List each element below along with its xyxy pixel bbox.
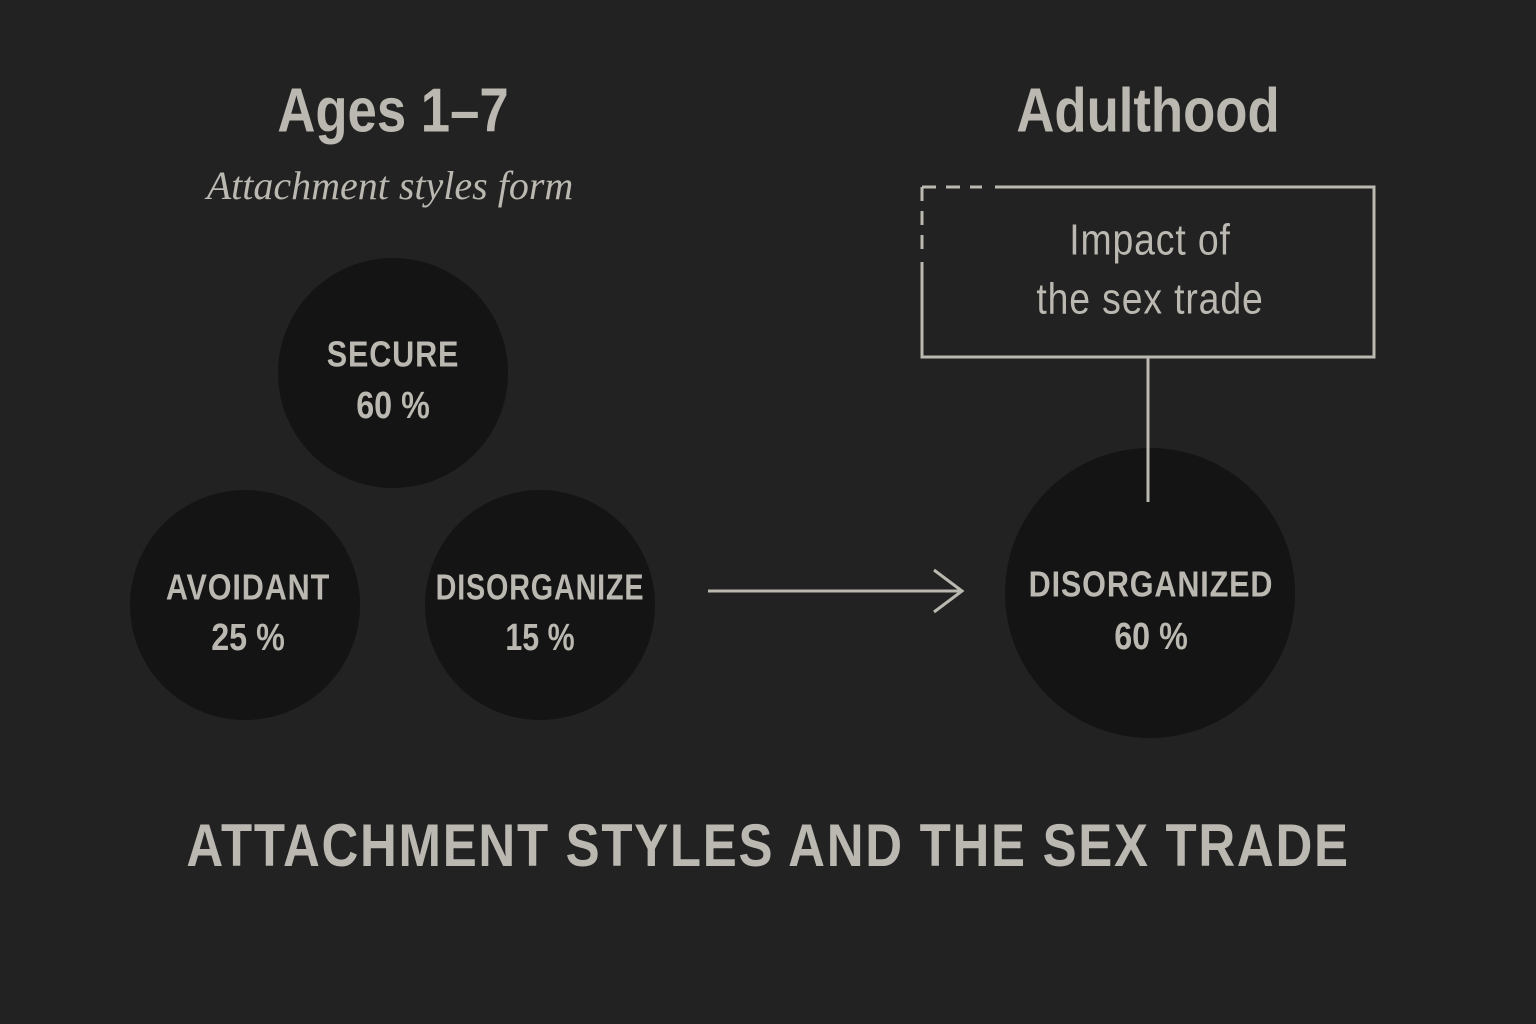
footer-title: ATTACHMENT STYLES AND THE SEX TRADE	[186, 812, 1349, 879]
node-circle	[130, 490, 360, 720]
left-title: Ages 1–7	[277, 76, 508, 145]
node-label: DISORGANIZE	[436, 566, 645, 607]
box-text: Impact of	[1069, 215, 1230, 265]
right-title: Adulthood	[1016, 76, 1279, 145]
node-label: SECURE	[327, 335, 460, 375]
left-subtitle: Attachment styles form	[204, 163, 574, 208]
box-outline	[920, 185, 1376, 359]
arrow-head	[933, 568, 965, 614]
node-circle	[278, 258, 508, 488]
node-value: 60 %	[1114, 616, 1188, 658]
node-label: DISORGANIZED	[1029, 565, 1274, 605]
node-value: 60 %	[356, 385, 430, 427]
node-label: AVOIDANT	[166, 568, 330, 608]
node-value: 25 %	[211, 617, 285, 659]
node-value: 15 %	[505, 617, 574, 659]
node-circle	[1005, 448, 1295, 738]
node-circle	[425, 490, 655, 720]
box-text: the sex trade	[1036, 274, 1263, 324]
